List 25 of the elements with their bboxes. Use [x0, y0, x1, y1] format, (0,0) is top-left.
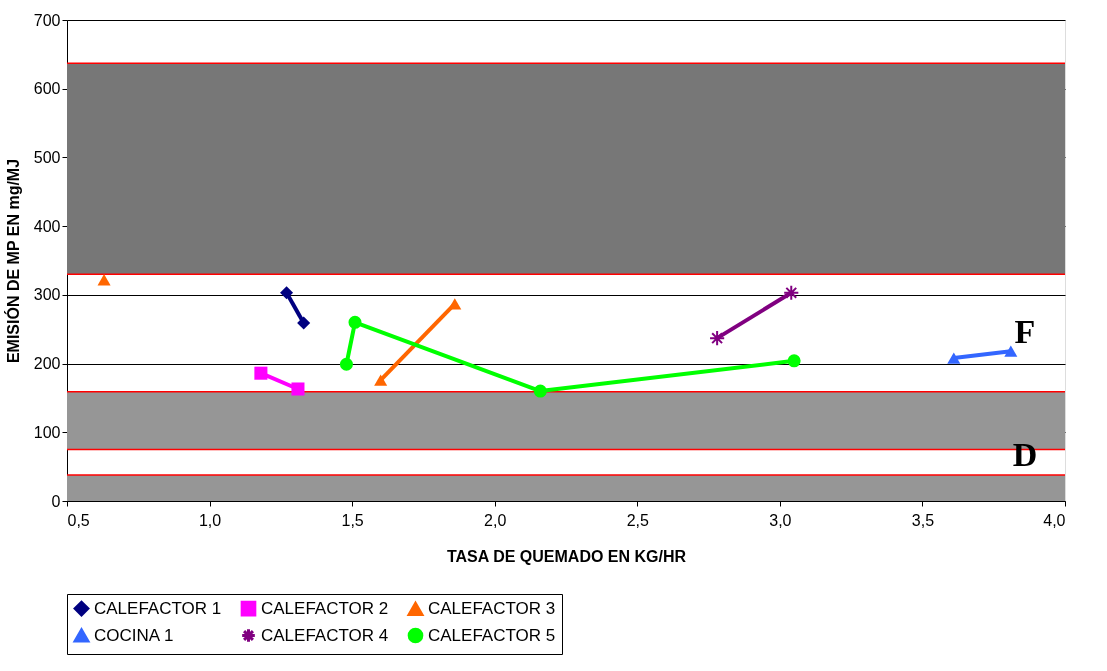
x-axis-title: TASA DE QUEMADO EN KG/HR: [446, 547, 687, 565]
y-tick-label: 700: [33, 11, 61, 29]
legend-label: CALEFACTOR 1: [94, 598, 222, 618]
legend-label: COCINA 1: [94, 625, 174, 645]
y-tick-label: 600: [33, 80, 61, 98]
x-tick-label: 2,5: [626, 511, 649, 529]
y-tick-label: 200: [33, 355, 61, 373]
y-tick-label: 100: [33, 423, 61, 441]
legend-label: CALEFACTOR 4: [261, 625, 389, 645]
legend-label: CALEFACTOR 5: [428, 625, 556, 645]
legend-label: CALEFACTOR 2: [261, 598, 389, 618]
y-tick-label: 500: [33, 148, 61, 166]
y-tick-label: 0: [51, 492, 61, 510]
y-tick-label: 300: [33, 286, 61, 304]
x-tick-label: 3,0: [769, 511, 792, 529]
y-tick-label: 400: [33, 217, 61, 235]
legend-label: CALEFACTOR 3: [428, 599, 556, 619]
x-tick-label: 1,5: [341, 511, 364, 529]
annotation: F: [1014, 312, 1036, 350]
y-axis-title: EMISIÓN DE MP EN mg/MJ: [3, 158, 22, 364]
x-tick-label: 0,5: [67, 511, 90, 529]
x-tick-label: 2,0: [484, 511, 507, 529]
x-tick-label: 3,5: [911, 511, 935, 529]
x-tick-label: 4,0: [1043, 511, 1066, 529]
x-tick-label: 1,0: [198, 511, 222, 529]
